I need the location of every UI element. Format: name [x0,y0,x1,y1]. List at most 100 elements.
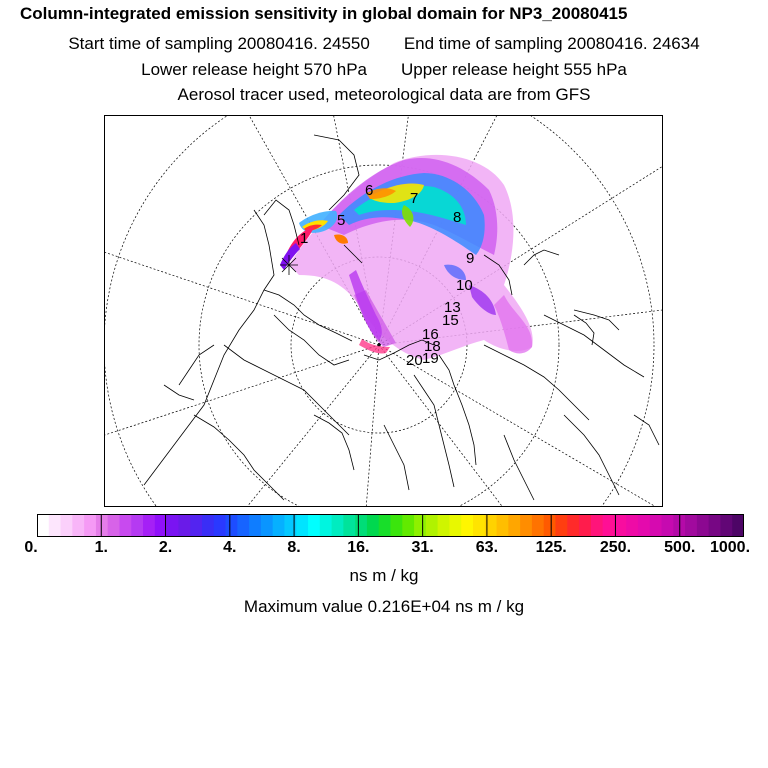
colorbar-cell [402,514,415,537]
colorbar-cell [225,514,238,537]
colorbar-cell [390,514,403,537]
colorbar-tick-label: 31. [411,539,434,556]
colorbar-cell [649,514,663,537]
day-marker: 20 [406,352,423,369]
colorbar-cell [708,514,722,537]
day-marker: 16 [422,326,439,343]
polar-map: 1 5 6 7 8 9 10 13 15 16 18 19 20 [104,115,663,507]
colorbar-cell [414,514,427,537]
colorbar-cell [685,514,698,537]
colorbar-cell [166,514,179,537]
colorbar-cell [308,514,321,537]
colorbar-cell [602,514,615,537]
colorbar-frame [37,514,744,537]
colorbar-tick-label: 1. [94,539,108,556]
colorbar-cell [201,514,215,537]
colorbar-cell [249,514,262,537]
colorbar-cell [272,514,286,537]
colorbar-tick-label: 250. [599,539,632,556]
colorbar-cell [696,514,710,537]
day-marker: 6 [365,182,373,199]
coastlines [143,134,660,501]
colorbar-cell [260,514,274,537]
colorbar-cell [437,514,451,537]
colorbar-cell [331,514,344,537]
release-site-marker [280,255,298,275]
colorbar-cell [355,514,368,537]
colorbar-cell [496,514,509,537]
upper-release-label: Upper release height 555 hPa [401,60,627,79]
colorbar-cell [154,514,168,537]
colorbar-cell [178,514,191,537]
lower-release-label: Lower release height 570 hPa [141,60,367,79]
colorbar-tick-label: 1000. [709,539,751,556]
colorbar-cell [143,514,156,537]
colorbar-cell [520,514,533,537]
day-marker: 19 [422,350,439,367]
colorbar-cell [343,514,356,537]
colorbar-cell [543,514,557,537]
colorbar-cell [637,514,651,537]
colorbar-cell [531,514,545,537]
colorbar-cell [378,514,392,537]
colorbar-cell [626,514,639,537]
colorbar-cell [60,514,73,537]
colorbar-cell [461,514,474,537]
colorbar-cell [590,514,604,537]
day-marker: 9 [466,250,474,267]
day-marker: 1 [300,230,308,247]
colorbar-cell [284,514,297,537]
colorbar [37,514,744,537]
colorbar-cell [508,514,521,537]
release-heights: Lower release height 570 hPa Upper releas… [0,60,768,80]
maximum-value: Maximum value 0.216E+04 ns m / kg [243,597,525,616]
day-marker: 8 [453,209,461,226]
map-content: 1 5 6 7 8 9 10 13 15 16 18 19 20 [104,115,663,507]
colorbar-tick-label: 0. [24,539,38,556]
colorbar-cell [190,514,203,537]
day-marker: 7 [410,190,418,207]
colorbar-cell [366,514,380,537]
colorbar-cell [213,514,227,537]
colorbar-cell [296,514,309,537]
sampling-times: Start time of sampling 20080416. 24550 En… [0,34,768,54]
tracer-note: Aerosol tracer used, meteorological data… [177,85,591,104]
colorbar-cells [37,514,744,537]
colorbar-cell [72,514,85,537]
day-markers: 1 5 6 7 8 9 10 13 15 16 18 19 20 [300,182,474,369]
colorbar-dividers [100,514,681,537]
sensitivity-plume [280,154,533,360]
colorbar-tick-label: 4. [223,539,237,556]
start-time-label: Start time of sampling 20080416. 24550 [68,34,370,53]
end-time-label: End time of sampling 20080416. 24634 [403,34,700,53]
colorbar-tick-label: 8. [287,539,301,556]
colorbar-cell [95,514,109,537]
day-marker: 15 [442,312,459,329]
colorbar-cell [84,514,97,537]
colorbar-cell [237,514,250,537]
colorbar-cell [131,514,144,537]
colorbar-cell [579,514,592,537]
map-frame [104,115,663,507]
plot-title: Column-integrated emission sensitivity i… [20,4,628,23]
colorbar-cell [567,514,580,537]
colorbar-cell [107,514,121,537]
colorbar-tick-label: 500. [664,539,696,556]
colorbar-tick-label: 63. [475,539,499,556]
colorbar-cell [661,514,674,537]
colorbar-cell [37,514,50,537]
colorbar-units: ns m / kg [349,566,419,585]
day-marker: 13 [444,299,461,316]
colorbar-cell [472,514,486,537]
colorbar-cell [119,514,132,537]
colorbar-cell [484,514,498,537]
colorbar-tick-label: 2. [158,539,173,556]
colorbar-cell [720,514,733,537]
day-marker: 10 [456,277,473,294]
colorbar-cell [319,514,333,537]
colorbar-cell [425,514,439,537]
colorbar-cell [614,514,627,537]
colorbar-cell [449,514,462,537]
colorbar-tick-label: 16. [347,539,370,556]
day-marker: 18 [424,338,441,355]
